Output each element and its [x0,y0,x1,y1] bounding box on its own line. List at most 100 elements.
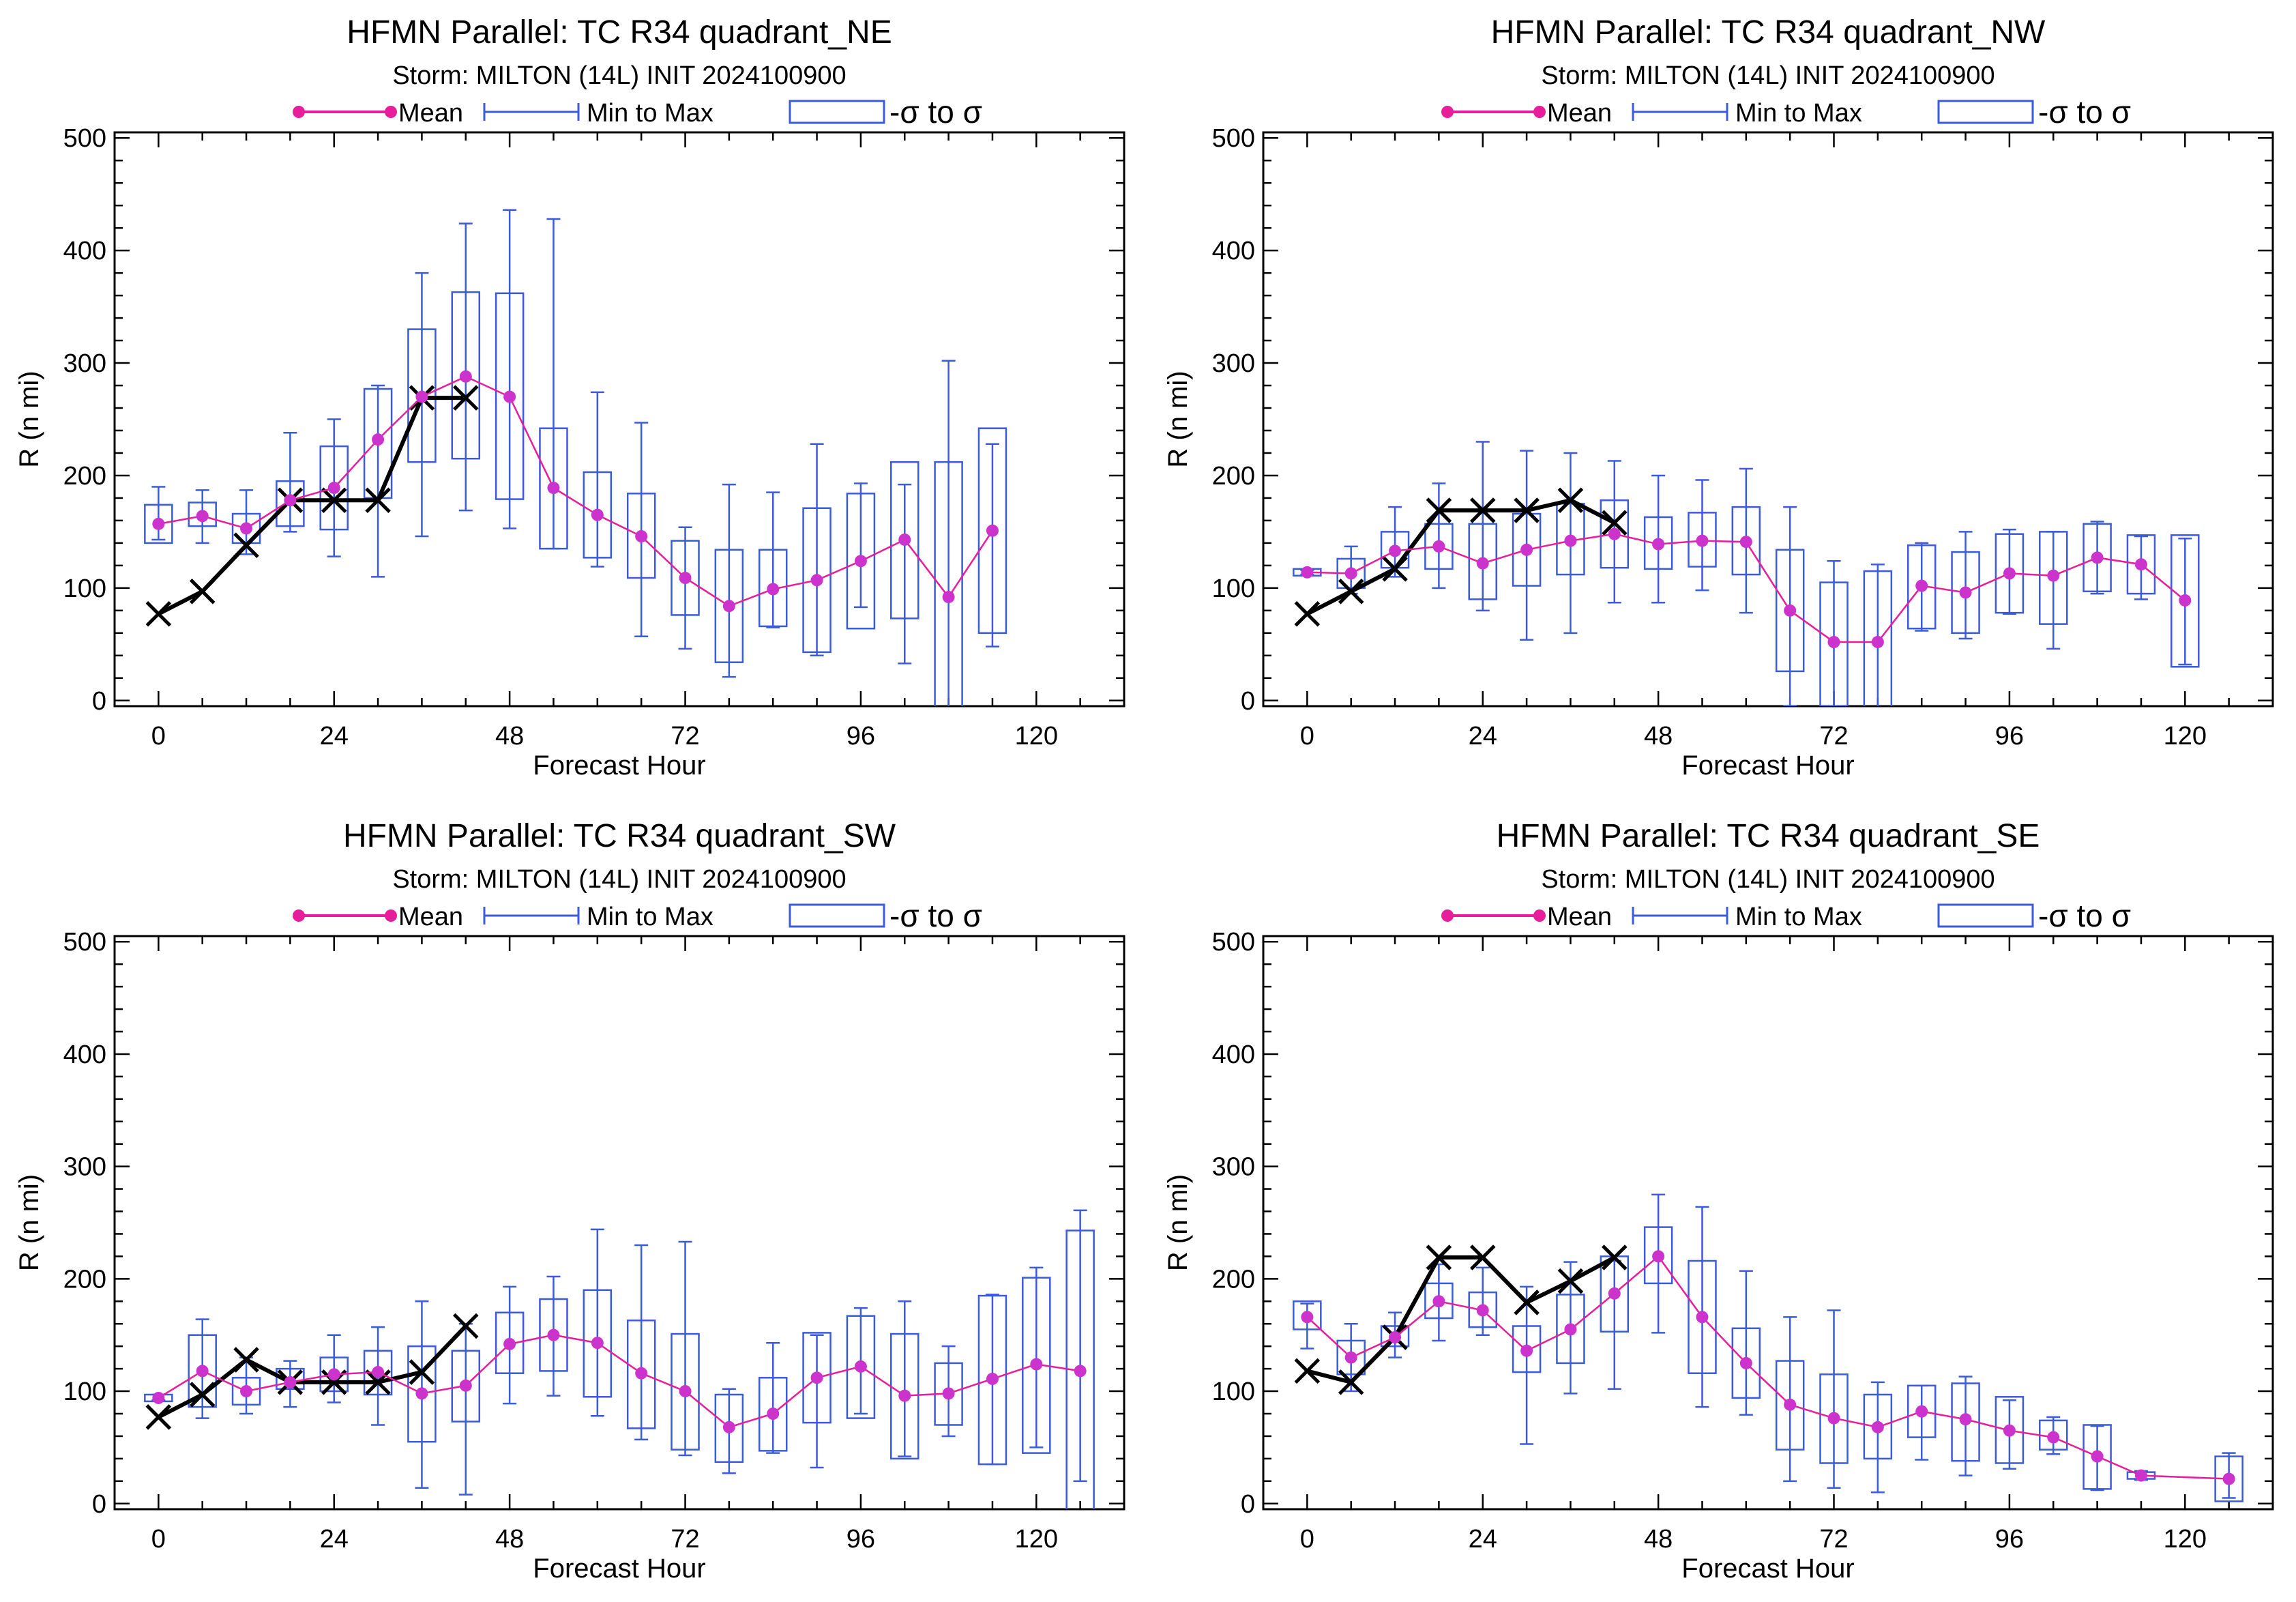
mean-point [1301,566,1314,579]
y-tick-label: 400 [1212,1040,1255,1069]
x-tick-label: 96 [1995,1525,2024,1554]
mean-point [1389,1331,1402,1343]
y-axis-label: R (n mi) [14,1174,44,1271]
mean-point [2091,1450,2104,1463]
mean-point [767,1408,780,1420]
mean-line [158,375,993,607]
y-tick-label: 300 [1212,349,1255,378]
mean-point [1827,636,1840,649]
legend-mean-label: Mean [398,99,463,128]
legend [1441,100,2034,124]
mean-point [1389,544,1402,557]
plot-frame [1262,935,2274,1511]
mean-point [1739,1356,1752,1369]
legend-sigma-box [789,100,885,124]
chart-nw: HFMN Parallel: TC R34 quadrant_NW Storm:… [1163,14,2274,781]
mean-point [722,600,735,613]
chart-subtitle: Storm: MILTON (14L) INIT 2024100900 [392,865,846,894]
legend-sigma-box [1937,903,2034,928]
y-tick-label: 100 [1212,1378,1255,1406]
legend-sigma-box [1937,100,2034,124]
y-tick-label: 0 [1241,687,1255,716]
mean-point [986,524,999,537]
mean-point [942,1387,955,1400]
mean-point [767,583,780,596]
mean-point [942,591,955,604]
axis-ticks [115,936,1124,1509]
mean-point [635,1367,648,1380]
x-tick-label: 96 [847,1525,875,1554]
mean-point [1871,636,1884,649]
x-tick-label: 48 [1644,1525,1673,1554]
mean-point [1915,579,1928,592]
x-tick-label: 120 [1015,722,1058,751]
mean-point [1827,1412,1840,1425]
legend-mean-marker [1441,909,1454,922]
y-axis-label: R (n mi) [1163,1174,1193,1271]
y-tick-label: 0 [1241,1490,1255,1519]
y-tick-label: 100 [1212,574,1255,603]
mean-point [2134,558,2147,571]
legend-sigma-label: -σ to σ [889,898,982,933]
observed-marker [1426,1244,1452,1270]
y-tick-label: 200 [1212,1265,1255,1294]
observed-marker [1469,497,1496,523]
x-tick-label: 120 [2164,722,2207,751]
mean-point [2003,567,2016,580]
mean-point [810,574,823,587]
x-tick-label: 48 [495,722,524,751]
chart-se: HFMN Parallel: TC R34 quadrant_SE Storm:… [1163,818,2274,1584]
y-tick-label: 200 [63,462,106,491]
mean-point [1564,534,1577,547]
mean-point [1871,1421,1884,1433]
observed-marker [1514,497,1540,523]
mean-point [635,529,648,542]
y-tick-label: 0 [92,687,106,716]
y-tick-label: 100 [63,574,106,603]
mean-point [1739,536,1752,549]
mean-point [810,1371,823,1384]
mean-point [2179,594,2192,607]
plot-frame [113,131,1125,708]
y-axis-label: R (n mi) [14,370,44,467]
x-tick-label: 0 [151,722,166,751]
observed-marker [453,385,479,411]
legend-mean-marker [385,106,397,118]
y-axis-label: R (n mi) [1163,370,1193,467]
y-tick-label: 500 [63,124,106,153]
mean-point [1074,1365,1087,1378]
mean-point [1652,1250,1665,1263]
observed-line [157,396,466,616]
chart-sw: HFMN Parallel: TC R34 quadrant_SW Storm:… [14,818,1125,1584]
legend-sigma-label: -σ to σ [2038,94,2131,130]
observed-marker [1602,510,1628,536]
observed-marker [1514,1290,1540,1315]
mean-point [898,1389,911,1402]
observed-marker [1557,487,1584,513]
x-axis-label: Forecast Hour [533,1554,705,1584]
mean-point [1432,540,1445,553]
observed-marker [365,1369,391,1395]
mean-point [1959,1413,1972,1426]
observed-marker [145,1404,172,1430]
x-tick-label: 96 [1995,722,2024,751]
mean-line [158,1334,1080,1429]
x-tick-label: 24 [320,1525,349,1554]
x-tick-label: 48 [1644,722,1673,751]
observed-marker [1382,556,1408,582]
observed-marker [1338,579,1364,605]
axis-ticks [115,132,1124,706]
observed-marker [189,579,216,605]
mean-point [854,555,867,568]
mean-point [1476,1304,1489,1317]
observed-marker [365,487,391,513]
x-tick-label: 96 [847,722,875,751]
mean-point [1432,1295,1445,1308]
y-tick-label: 200 [63,1265,106,1294]
mean-point [679,572,692,585]
x-tick-label: 72 [1819,722,1848,751]
x-tick-label: 48 [495,1525,524,1554]
x-tick-label: 72 [671,1525,699,1554]
x-tick-label: 24 [320,722,349,751]
observed-marker [233,532,259,558]
